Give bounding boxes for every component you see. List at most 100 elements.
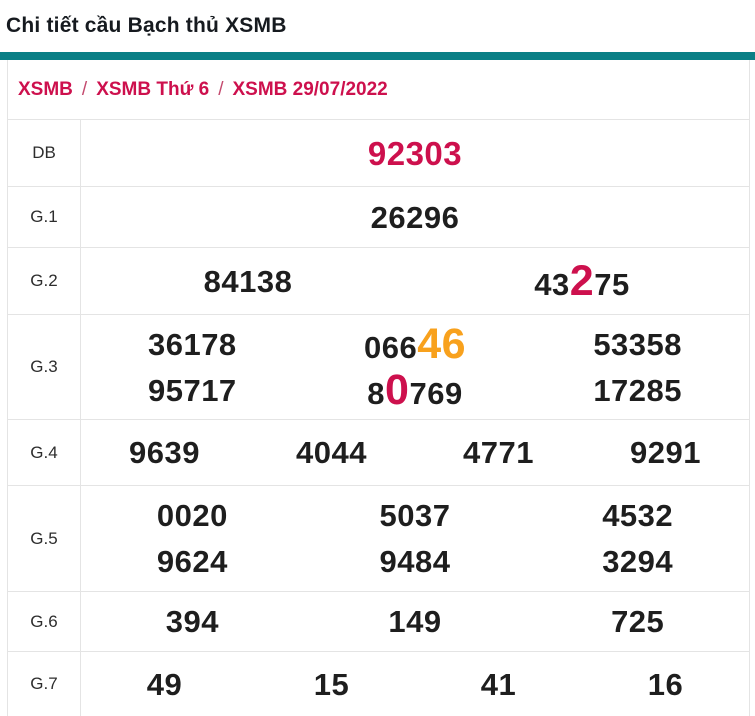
prize-cell: 92303 [81,137,749,170]
value-line: 36178 066 46 53358 [81,321,749,367]
prize-cell: 5037 [304,500,527,531]
digit-segment: 9291 [630,435,701,470]
digit-segment: 9484 [379,544,451,579]
row-values: 84138 43 2 75 [81,248,749,314]
prize-cell: 49 [81,669,248,700]
prize-cell: 41 [415,669,582,700]
prize-cell: 0020 [81,500,304,531]
prize-cell: 9624 [81,546,304,577]
row-label: G.6 [8,592,81,651]
digit-segment: 41 [480,666,517,702]
highlighted-digit: 0 [385,365,410,414]
row-values: 26296 [81,187,749,247]
digit-segment: 15 [313,666,350,702]
digit-segment: 43 [534,266,570,302]
row-label: G.1 [8,187,81,247]
highlighted-digit: 2 [569,256,595,305]
row-values: 9639 4044 4771 9291 [81,420,749,485]
prize-cell: 9484 [304,546,527,577]
digit-segment: 4044 [296,435,367,470]
digit-segment: 36178 [147,326,237,362]
value-line: 95717 8 0 769 17285 [81,367,749,413]
row-values: 49 15 41 16 [81,652,749,716]
prize-cell: 95717 [81,375,304,406]
value-line: 9639 4044 4771 9291 [81,437,749,468]
prize-cell: 9291 [582,437,749,468]
prize-cell: 149 [304,606,527,637]
prize-cell: 36178 [81,329,304,360]
value-line: 84138 43 2 75 [81,256,749,305]
row-values: 92303 [81,120,749,186]
value-line: 0020 5037 4532 [81,493,749,539]
table-row: G.5 0020 5037 4532 9624 9484 3294 [8,486,749,592]
breadcrumb-separator: / [218,78,224,100]
row-label: G.7 [8,652,81,716]
digit-segment: 84138 [203,263,293,299]
prize-cell: 066 46 [304,319,527,368]
digit-segment: 16 [647,666,684,702]
digit-segment: 149 [388,604,442,639]
table-row: G.2 84138 43 2 75 [8,248,749,315]
prize-cell: 3294 [526,546,749,577]
prize-table: DB 92303 G.1 26296 G.2 84138 43 2 75 G.3 36178 066 4… [8,120,749,716]
highlighted-digit: 92303 [367,134,463,172]
page-title: Chi tiết cầu Bạch thủ XSMB [6,14,287,37]
prize-cell: 26296 [81,202,749,233]
prize-cell: 16 [582,669,749,700]
row-label: G.5 [8,486,81,591]
digit-segment: 769 [409,375,463,411]
prize-cell: 9639 [81,437,248,468]
row-label: G.2 [8,248,81,314]
digit-segment: 9639 [129,435,200,470]
breadcrumb-link[interactable]: XSMB 29/07/2022 [232,78,388,100]
digit-segment: 394 [165,604,219,639]
digit-segment: 4532 [602,498,674,533]
digit-segment: 17285 [593,372,683,408]
digit-segment: 75 [594,266,630,302]
digit-segment: 49 [146,666,183,702]
prize-cell: 53358 [526,329,749,360]
digit-segment: 53358 [593,326,683,362]
digit-segment: 8 [367,375,386,411]
prize-cell: 84138 [81,266,415,297]
table-row: DB 92303 [8,120,749,187]
value-line: 92303 [81,137,749,170]
table-row: G.1 26296 [8,187,749,248]
prize-cell: 4771 [415,437,582,468]
table-row: G.6 394 149 725 [8,592,749,652]
prize-cell: 725 [526,606,749,637]
breadcrumb-link[interactable]: XSMB Thứ 6 [96,78,210,100]
results-card: XSMB / XSMB Thứ 6 / XSMB 29/07/2022 DB 92303 G… [7,60,750,716]
breadcrumb-separator: / [81,78,88,100]
breadcrumb: XSMB / XSMB Thứ 6 / XSMB 29/07/2022 [8,60,749,120]
teal-accent-bar [0,52,755,60]
digit-segment: 9624 [156,544,228,579]
prize-cell: 15 [248,669,415,700]
table-row: G.4 9639 4044 4771 9291 [8,420,749,486]
prize-cell: 4044 [248,437,415,468]
prize-cell: 8 0 769 [304,365,527,414]
digit-segment: 0020 [156,498,228,533]
highlighted-digit: 46 [417,319,467,368]
value-line: 49 15 41 16 [81,669,749,700]
row-values: 394 149 725 [81,592,749,651]
table-row: G.3 36178 066 46 53358 95717 8 0 769 17285 [8,315,749,420]
row-values: 36178 066 46 53358 95717 8 0 769 17285 [81,315,749,419]
row-label: G.3 [8,315,81,419]
row-label: G.4 [8,420,81,485]
digit-segment: 95717 [147,372,237,408]
digit-segment: 4771 [463,435,534,470]
digit-segment: 3294 [602,544,674,579]
row-values: 0020 5037 4532 9624 9484 3294 [81,486,749,591]
prize-cell: 394 [81,606,304,637]
value-line: 26296 [81,202,749,233]
digit-segment: 26296 [370,199,460,235]
breadcrumb-link[interactable]: XSMB [18,78,73,100]
row-label: DB [8,120,81,186]
prize-cell: 4532 [526,500,749,531]
digit-segment: 066 [363,329,418,365]
prize-cell: 17285 [526,375,749,406]
table-row: G.7 49 15 41 16 [8,652,749,716]
value-line: 9624 9484 3294 [81,539,749,585]
digit-segment: 725 [611,604,665,639]
